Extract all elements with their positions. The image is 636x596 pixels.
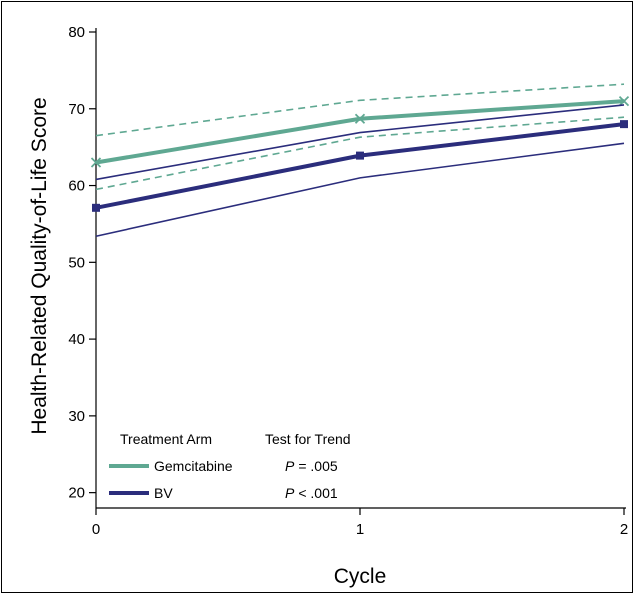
legend-header-trend: Test for Trend: [265, 431, 351, 447]
data-point-bv: [620, 120, 628, 129]
legend-p-bv: P < .001: [285, 485, 338, 501]
data-point-bv: [356, 151, 364, 160]
y-tick-label: 70: [68, 101, 85, 118]
y-tick-label: 30: [68, 408, 85, 425]
ci-lower-line-gemcitabine: [95, 116, 625, 191]
marker-stroke: [90, 157, 102, 168]
x-tick-label: 0: [92, 521, 100, 538]
y-axis-title: Health-Related Quality-of-Life Score: [28, 97, 51, 434]
x-axis-title: Cycle: [334, 565, 387, 588]
plot-area: [90, 83, 630, 238]
y-tick-label: 80: [68, 24, 85, 41]
axes: 20 30 40 50 60 70 80 0 1 2 Cycle Health-Related Qua…: [28, 24, 628, 588]
data-point-gemcitabine: [618, 95, 630, 107]
legend-label-bv: BV: [154, 485, 173, 501]
x-tick-label: 1: [356, 521, 364, 538]
y-tick-label: 40: [68, 331, 85, 348]
x-tick-label: 2: [620, 521, 628, 538]
ci-upper-line-gemcitabine: [95, 83, 625, 137]
y-tick-label: 60: [68, 178, 85, 195]
marker-stroke: [354, 113, 366, 124]
legend-header-arm: Treatment Arm: [120, 431, 212, 447]
legend-p-gemcitabine: P = .005: [285, 458, 338, 474]
marker-stroke: [618, 95, 630, 107]
data-point-bv: [92, 203, 100, 212]
ci-lower-line-bv: [95, 142, 625, 238]
y-tick-label: 50: [68, 254, 85, 271]
legend: Treatment Arm Test for Trend Gemcitabine…: [109, 431, 351, 501]
data-point-gemcitabine: [90, 157, 102, 168]
y-tick-label: 20: [68, 485, 85, 502]
data-point-gemcitabine: [354, 113, 366, 124]
legend-label-gemcitabine: Gemcitabine: [154, 458, 233, 474]
ci-upper-line-bv: [95, 104, 625, 181]
